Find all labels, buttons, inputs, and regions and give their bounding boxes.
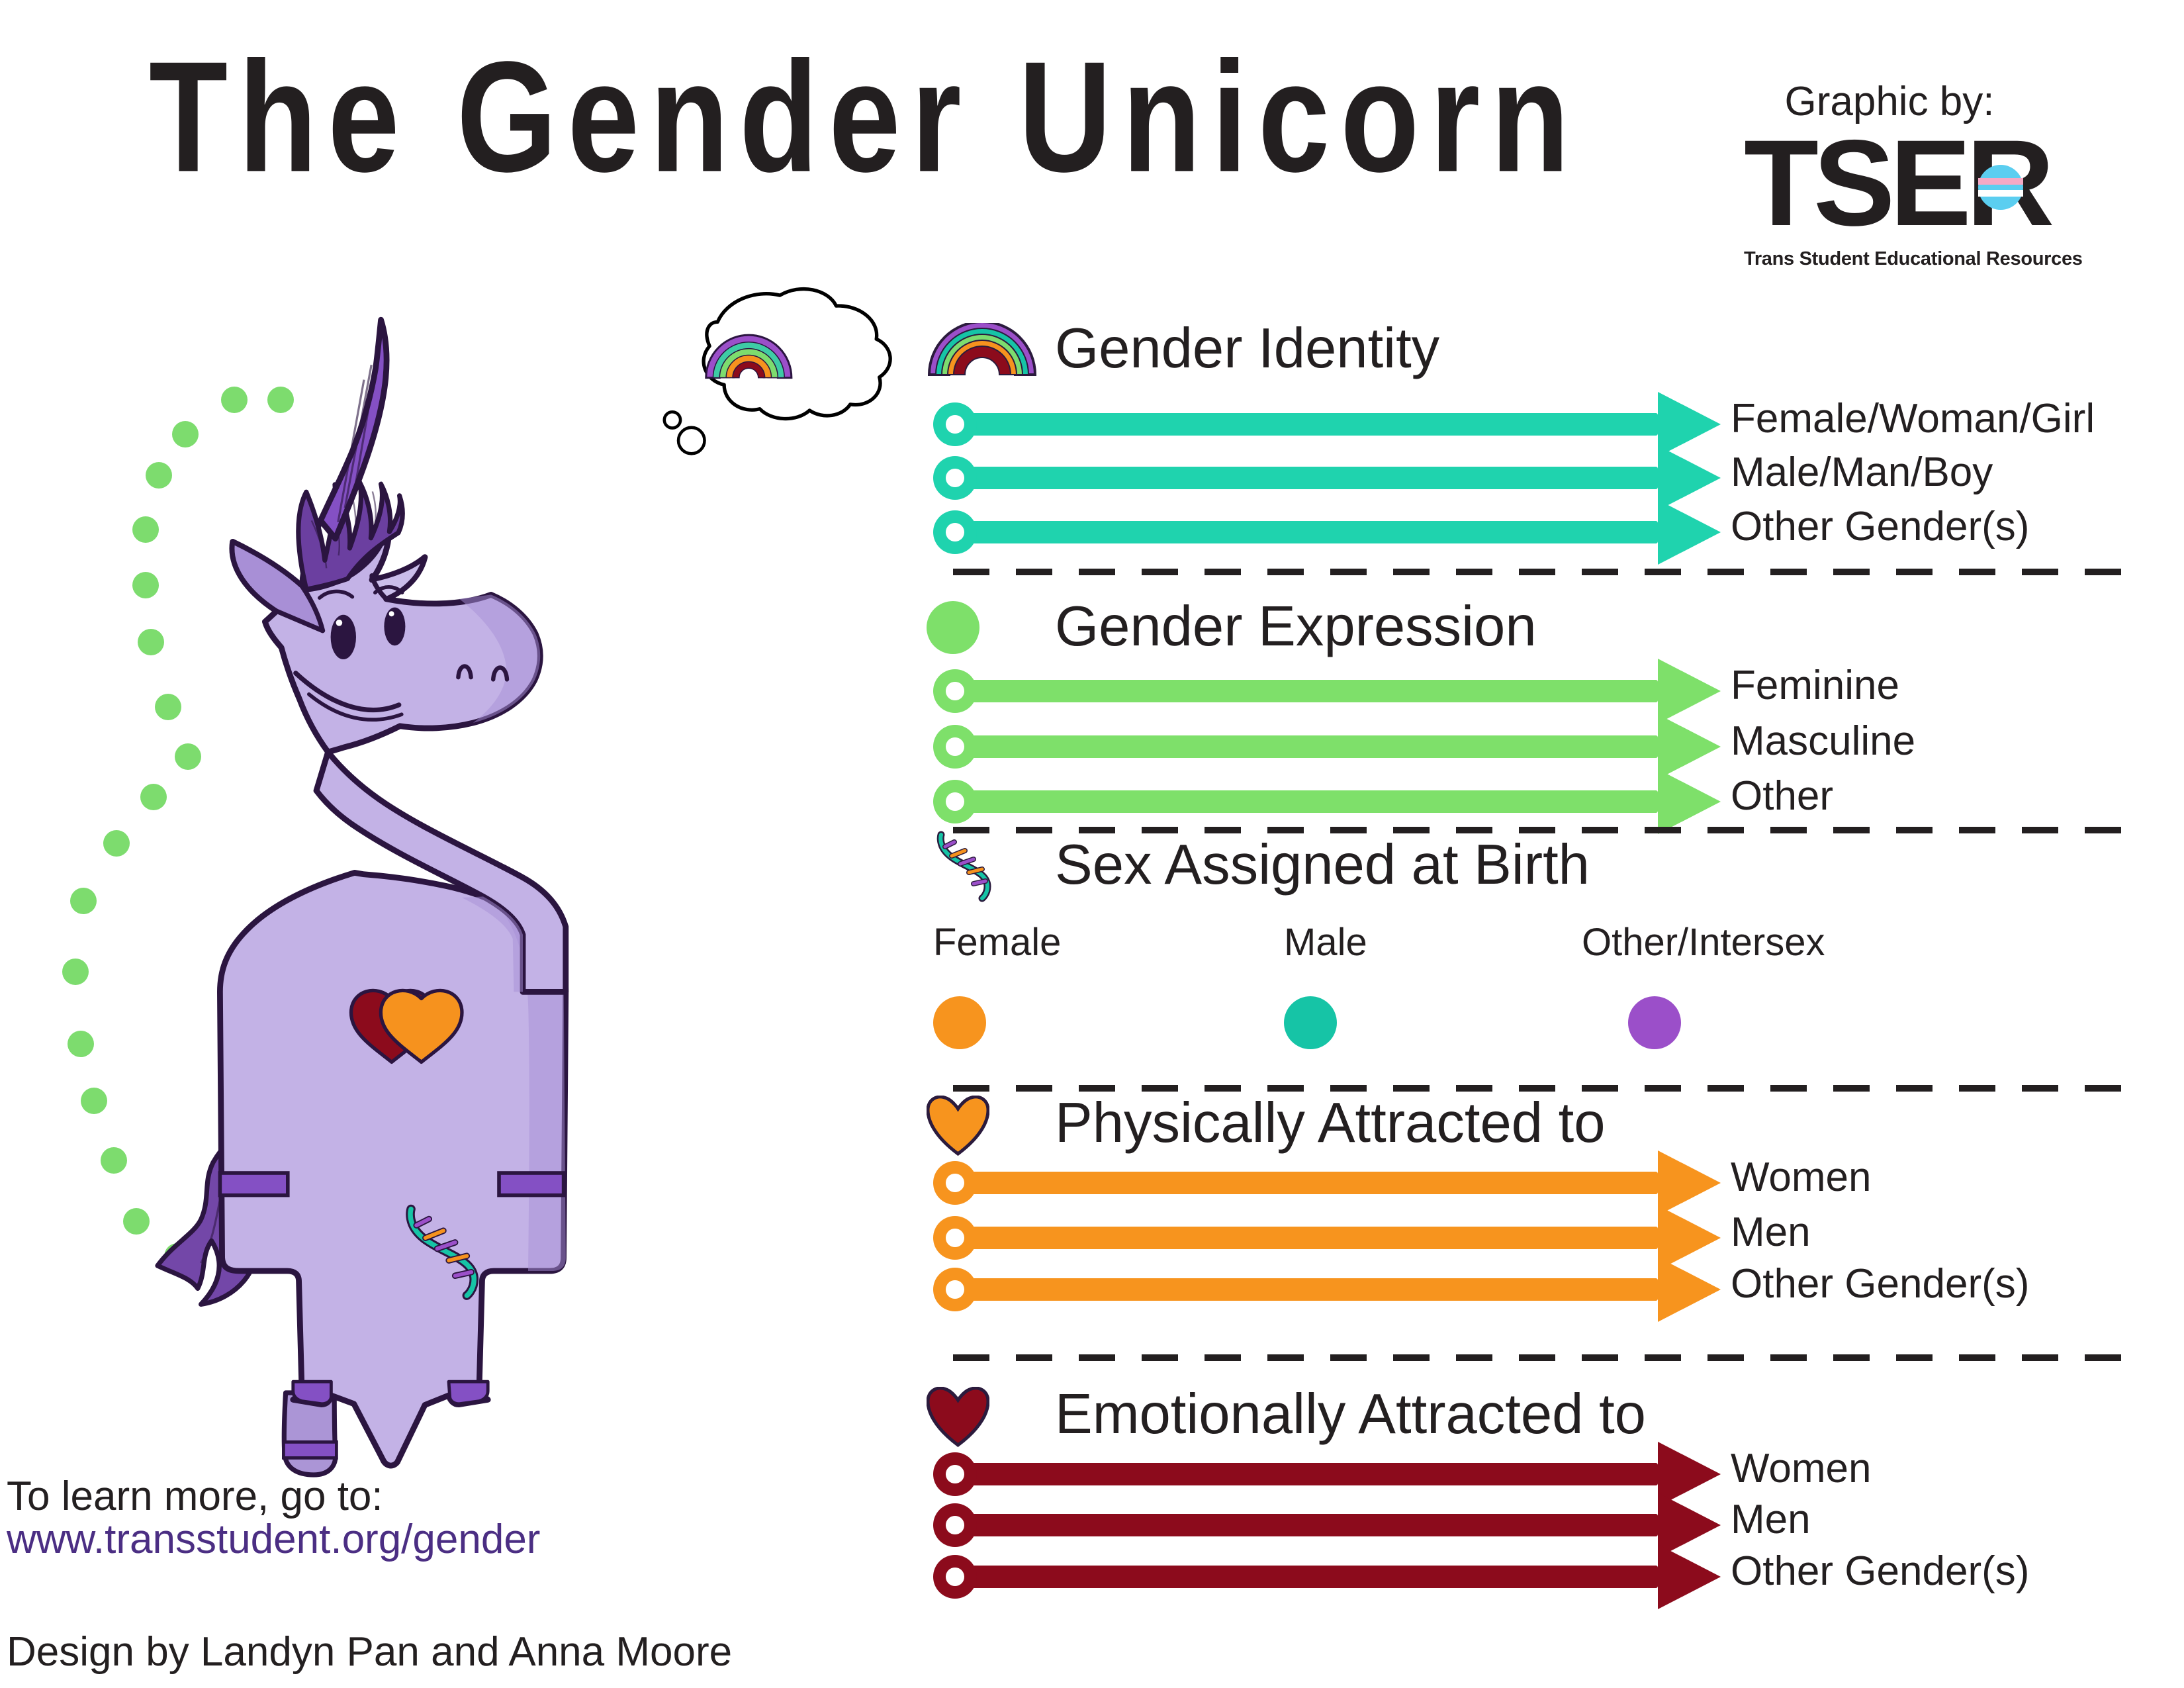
svg-text:Trans Student Educational Reso: Trans Student Educational Resources (1744, 248, 2083, 268)
